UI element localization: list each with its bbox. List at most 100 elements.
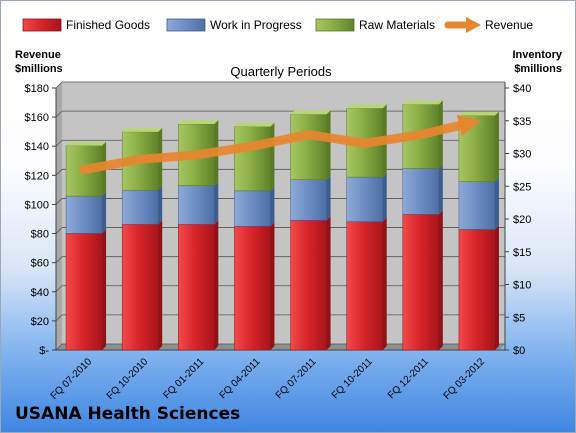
bar-top bbox=[122, 127, 163, 132]
bar-segment-work-in-progress bbox=[290, 179, 327, 221]
revenue-line bbox=[79, 121, 464, 175]
bar-top bbox=[66, 141, 107, 146]
legend-label: Work in Progress bbox=[210, 18, 302, 32]
gridline-diagonal bbox=[55, 256, 63, 263]
category-label: FQ 07-2011 bbox=[274, 356, 319, 401]
bar-side-2 bbox=[494, 111, 499, 182]
category-label: FQ 01-2011 bbox=[161, 356, 206, 401]
left-tick-label: $120 bbox=[25, 170, 49, 182]
left-tick-label: $180 bbox=[25, 83, 49, 95]
bar-side-2 bbox=[270, 122, 275, 191]
bar-segment-finished-goods bbox=[121, 223, 159, 351]
bar-segment-work-in-progress bbox=[65, 195, 103, 234]
gridline-diagonal bbox=[55, 285, 63, 293]
bar-segment-work-in-progress bbox=[178, 185, 215, 225]
legend-swatch-work-in-progress bbox=[166, 18, 206, 32]
bar-segment-work-in-progress bbox=[458, 181, 496, 230]
bar-top bbox=[402, 100, 443, 105]
bar-side-1 bbox=[214, 181, 219, 225]
legend-swatch-arrowhead bbox=[466, 17, 481, 33]
bar-top bbox=[346, 104, 387, 109]
left-tick-label: $160 bbox=[25, 112, 49, 124]
gridline-diagonal bbox=[55, 169, 63, 176]
right-tick-label: $30 bbox=[513, 149, 531, 161]
bar-side-0 bbox=[326, 216, 331, 350]
right-tick-label: $25 bbox=[513, 181, 531, 193]
left-axis-unit: $millions bbox=[15, 63, 63, 75]
gridline-diagonal bbox=[55, 227, 63, 234]
left-tick-label: $20 bbox=[31, 316, 49, 328]
category-label: FQ 12-2011 bbox=[386, 356, 431, 401]
bar-side-0 bbox=[158, 220, 163, 350]
bar-side-1 bbox=[382, 173, 387, 222]
left-tick-label: $60 bbox=[31, 258, 49, 270]
plot-side-wall bbox=[56, 82, 62, 350]
bar-segment-raw-materials bbox=[290, 113, 327, 180]
bar-segment-finished-goods bbox=[234, 225, 271, 351]
bar-segment-work-in-progress bbox=[402, 168, 440, 215]
left-tick-label: $80 bbox=[31, 229, 49, 241]
bar-top bbox=[178, 120, 219, 125]
left-tick-label: $140 bbox=[25, 141, 49, 153]
right-tick-label: $35 bbox=[513, 116, 531, 128]
legend-swatch-finished-goods bbox=[22, 18, 62, 32]
chart-title: Quarterly Periods bbox=[230, 64, 332, 79]
gridline-diagonal bbox=[55, 198, 63, 205]
right-axis-title: Inventory bbox=[512, 49, 562, 61]
right-tick-label: $0 bbox=[513, 345, 525, 357]
right-tick-label: $20 bbox=[513, 214, 531, 226]
bar-side-1 bbox=[438, 164, 443, 215]
left-axis-title: Revenue bbox=[15, 49, 61, 61]
bar-segment-raw-materials bbox=[234, 126, 271, 192]
bar-side-0 bbox=[438, 210, 443, 350]
bar-side-0 bbox=[214, 220, 219, 350]
category-label: FQ 03-2012 bbox=[442, 356, 488, 402]
bar-segment-work-in-progress bbox=[346, 176, 383, 222]
bar-side-1 bbox=[158, 186, 163, 225]
bar-segment-finished-goods bbox=[346, 221, 383, 351]
revenue-arrowhead bbox=[456, 114, 481, 137]
right-tick-label: $15 bbox=[513, 247, 531, 259]
category-label: FQ 10-2010 bbox=[105, 356, 151, 402]
plot-floor bbox=[56, 344, 505, 350]
gridline-diagonal bbox=[55, 81, 63, 89]
left-tick-label: $100 bbox=[25, 199, 49, 211]
bar-top bbox=[290, 110, 331, 115]
category-label: FQ 10-2011 bbox=[330, 356, 375, 401]
gridline-diagonal bbox=[55, 314, 63, 322]
bar-side-0 bbox=[494, 225, 499, 350]
bar-side-0 bbox=[270, 222, 275, 350]
right-tick-label: $40 bbox=[513, 83, 531, 95]
bar-segment-finished-goods bbox=[458, 229, 496, 351]
bar-segment-work-in-progress bbox=[121, 189, 159, 225]
legend-label: Revenue bbox=[485, 18, 533, 32]
gridline-diagonal bbox=[55, 110, 63, 118]
bar-segment-finished-goods bbox=[178, 223, 215, 351]
category-label: FQ 04-2011 bbox=[218, 356, 263, 401]
bar-side-1 bbox=[326, 175, 331, 221]
legend-label: Raw Materials bbox=[359, 18, 435, 32]
legend-swatch-raw-materials bbox=[315, 18, 355, 32]
left-tick-label: $40 bbox=[31, 287, 49, 299]
company-name: USANA Health Sciences bbox=[15, 404, 241, 424]
left-tick-label: $- bbox=[39, 345, 49, 357]
right-axis-unit: $millions bbox=[514, 63, 562, 75]
bar-segment-work-in-progress bbox=[234, 190, 271, 227]
bar-segment-finished-goods bbox=[290, 220, 327, 351]
right-tick-label: $10 bbox=[513, 280, 531, 292]
legend-label: Finished Goods bbox=[66, 18, 150, 32]
bar-top bbox=[234, 122, 275, 127]
bar-segment-finished-goods bbox=[65, 233, 103, 351]
bar-side-2 bbox=[326, 110, 331, 180]
bar-side-0 bbox=[102, 229, 107, 350]
bar-segment-finished-goods bbox=[402, 214, 440, 351]
bar-top bbox=[458, 111, 499, 116]
bar-side-0 bbox=[382, 217, 387, 350]
category-label: FQ 07-2010 bbox=[49, 356, 95, 402]
gridline-diagonal bbox=[55, 343, 63, 351]
bar-side-1 bbox=[494, 177, 499, 230]
bar-side-1 bbox=[102, 192, 107, 234]
right-tick-label: $5 bbox=[513, 312, 525, 324]
